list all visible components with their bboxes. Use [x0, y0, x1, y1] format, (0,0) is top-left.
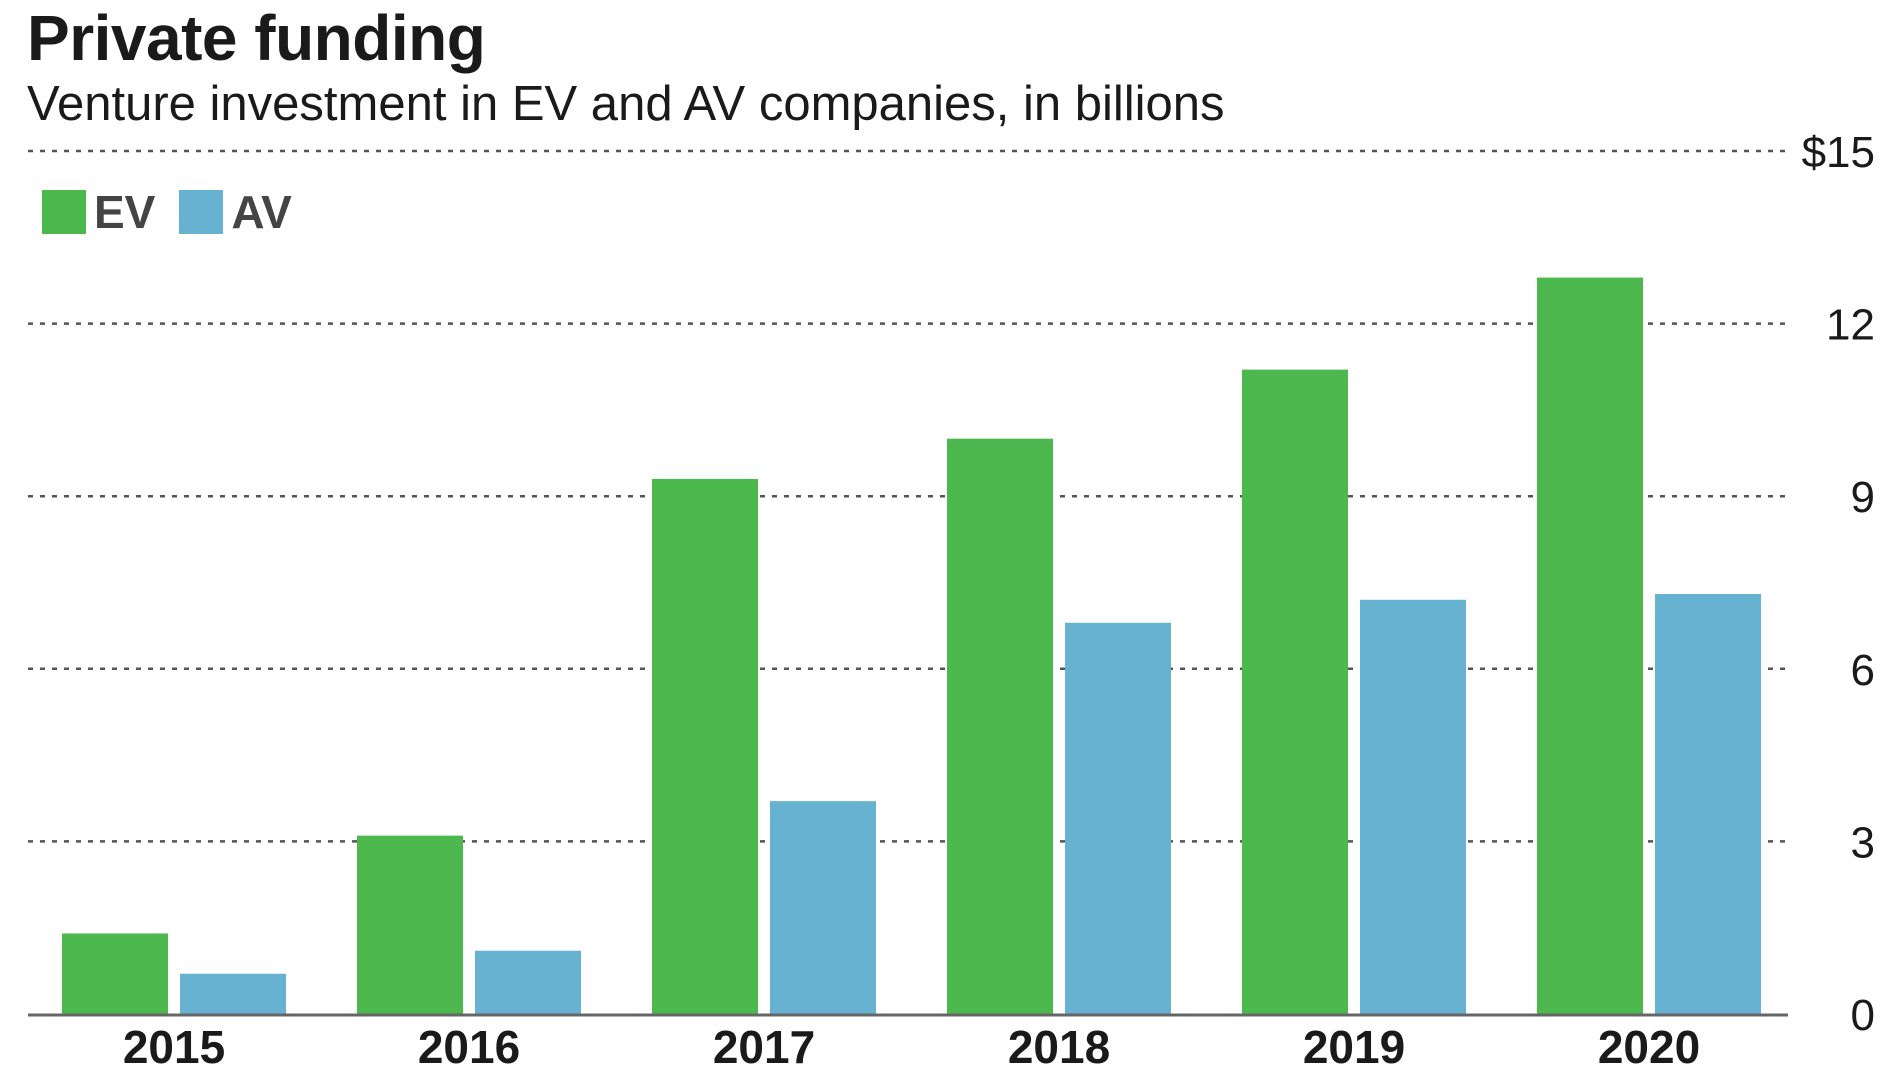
y-tick-label-6: 6: [1851, 646, 1875, 695]
bar-av-2020: [1655, 594, 1761, 1014]
legend-swatch-ev: [42, 190, 86, 234]
legend-item-av: AV: [179, 185, 292, 239]
axes: 0 3 6 9 12 $15 2015 2016 2017 2018 2019 2020: [28, 128, 1875, 1073]
chart-title: Private funding: [27, 2, 486, 74]
bar-av-2016: [475, 950, 581, 1014]
x-tick-label-2017: 2017: [713, 1021, 815, 1073]
y-tick-label-15: $15: [1802, 128, 1875, 177]
bar-ev-2020: [1537, 277, 1643, 1014]
legend-swatch-av: [179, 190, 224, 234]
y-tick-label-3: 3: [1851, 818, 1875, 867]
x-tick-label-2019: 2019: [1303, 1021, 1405, 1073]
legend-label-av: AV: [231, 186, 292, 238]
x-tick-label-2016: 2016: [418, 1021, 520, 1073]
y-tick-label-9: 9: [1851, 473, 1875, 522]
bar-av-2017: [770, 801, 876, 1014]
legend-item-ev: EV: [42, 185, 155, 239]
bar-ev-2017: [652, 478, 758, 1014]
x-tick-label-2018: 2018: [1008, 1021, 1110, 1073]
y-tick-label-0: 0: [1851, 991, 1875, 1040]
bar-av-2018: [1065, 622, 1171, 1014]
gridlines: [28, 149, 1788, 843]
bars: [62, 277, 1761, 1015]
bar-ev-2018: [947, 438, 1053, 1015]
x-tick-label-2020: 2020: [1598, 1021, 1700, 1073]
bar-av-2015: [180, 973, 286, 1014]
y-tick-label-12: 12: [1826, 301, 1875, 350]
bar-ev-2015: [62, 933, 168, 1014]
x-tick-label-2015: 2015: [123, 1021, 225, 1073]
bar-av-2019: [1360, 599, 1466, 1014]
chart-subtitle: Venture investment in EV and AV companie…: [27, 77, 1225, 131]
legend: EV AV: [42, 185, 316, 239]
bar-ev-2016: [357, 835, 463, 1014]
bar-ev-2019: [1242, 369, 1348, 1014]
legend-label-ev: EV: [94, 186, 156, 238]
